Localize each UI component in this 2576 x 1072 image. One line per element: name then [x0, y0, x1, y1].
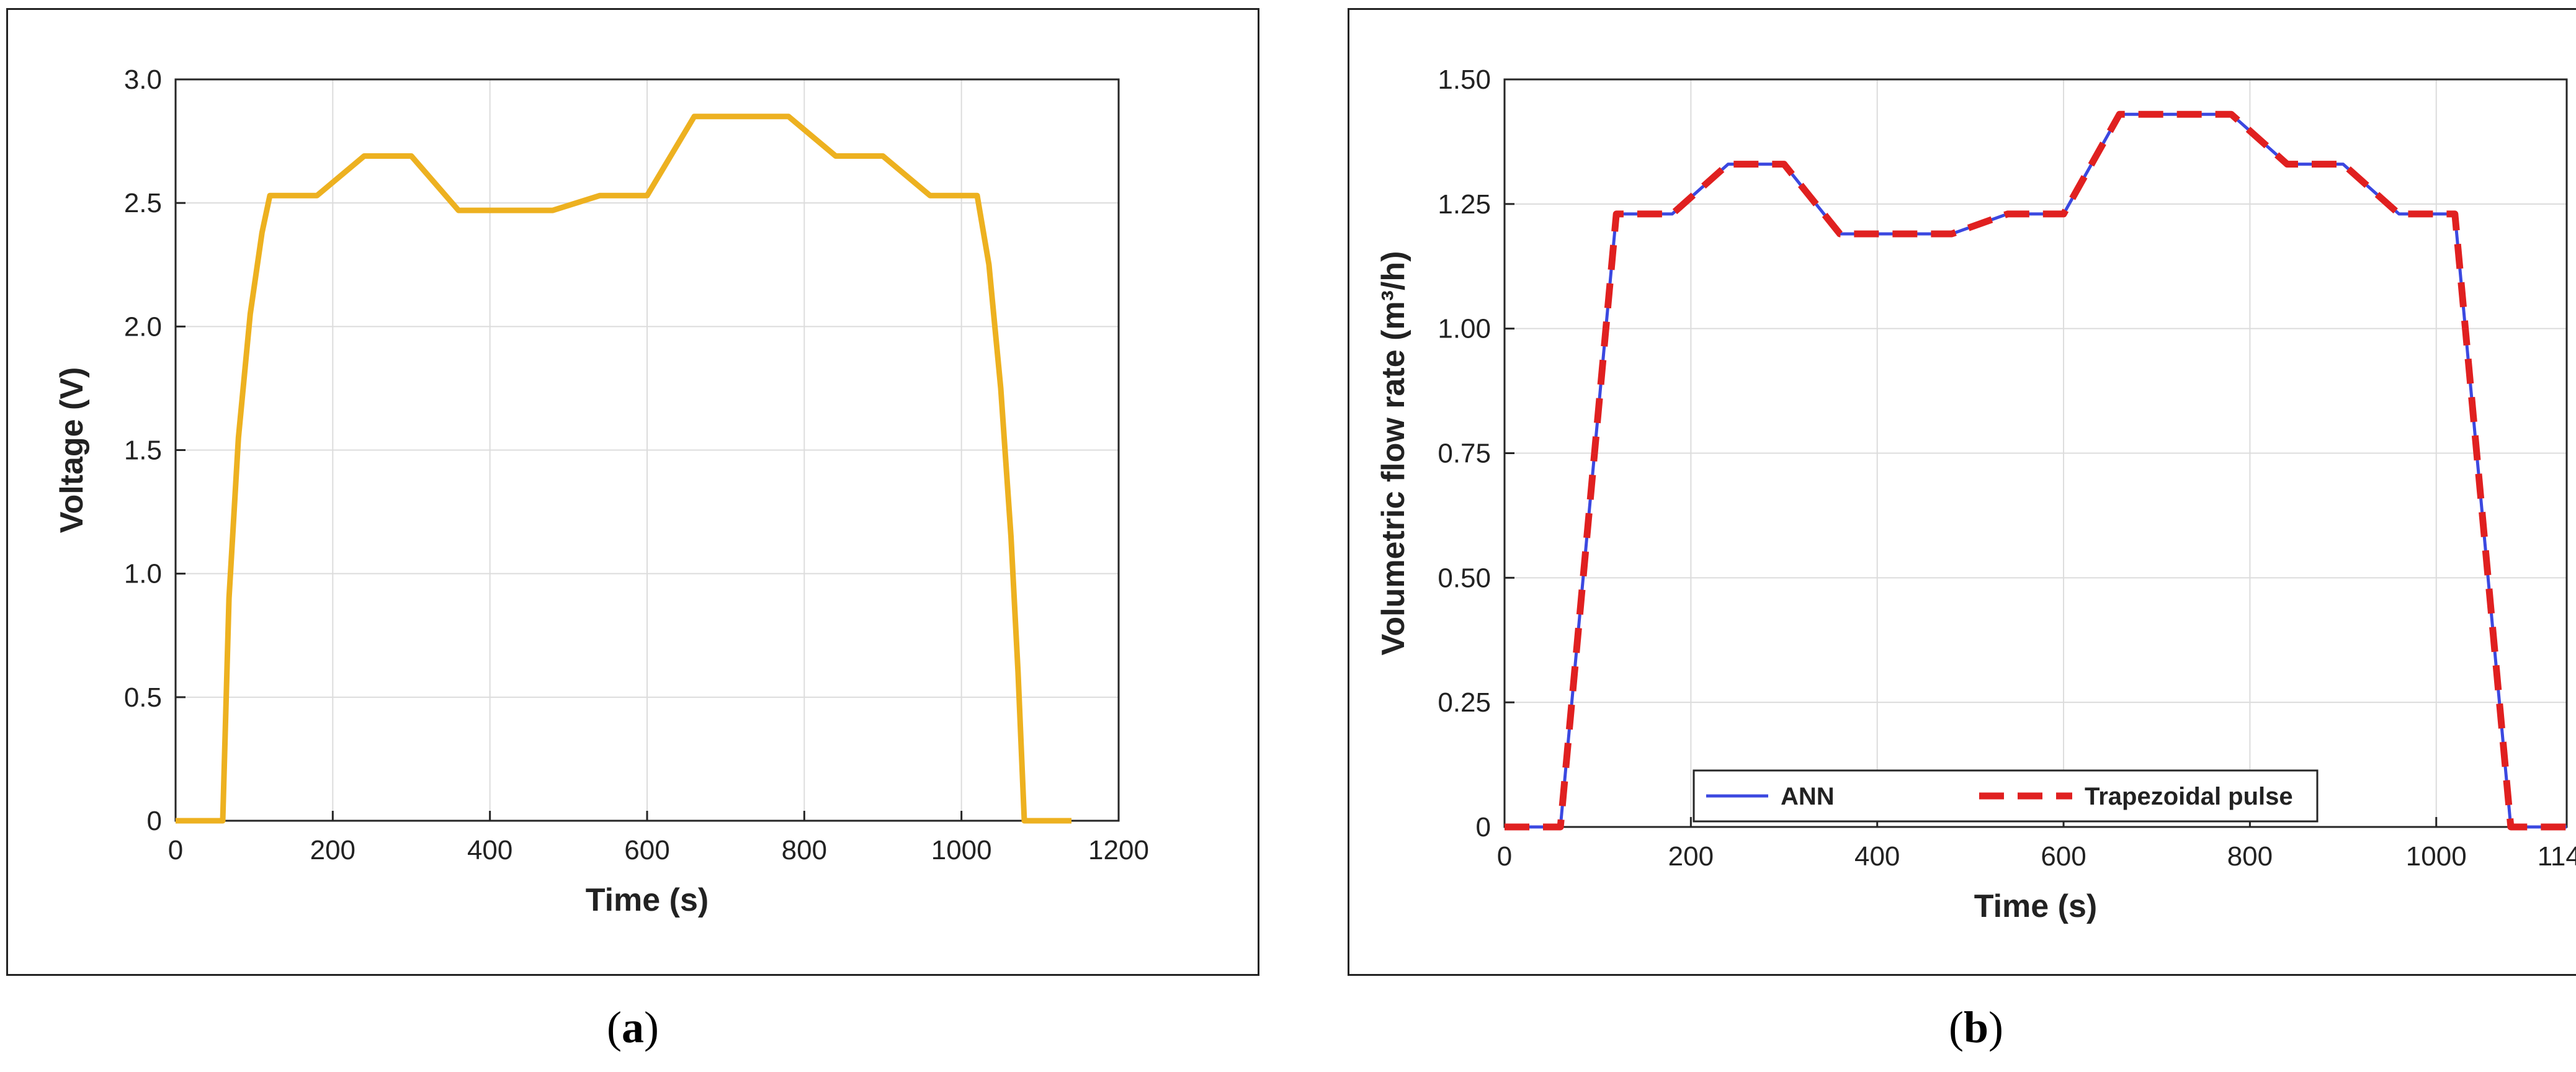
caption-b: (b) — [1948, 1003, 2003, 1052]
y-tick-label: 1.25 — [1438, 189, 1491, 220]
y-tick-label: 2.0 — [124, 311, 162, 342]
y-axis-label: Volumetric flow rate (m³/h) — [1375, 251, 1411, 656]
x-tick-label: 400 — [1854, 841, 1900, 872]
y-tick-label: 0.25 — [1438, 687, 1491, 718]
x-tick-label: 600 — [624, 835, 669, 865]
voltage-chart: 0 200 400 600 800 1000 1200 0 0.5 1.0 1.5 2.0 2.5 3.0… — [54, 65, 1149, 918]
series-line-ann — [1505, 112, 2567, 829]
y-tick-label: 1.50 — [1438, 65, 1491, 95]
chart-panel-a: 0 200 400 600 800 1000 1200 0 0.5 1.0 1.5 2.0 2.5 3.0… — [6, 8, 1259, 976]
x-tick-label: 0 — [1497, 841, 1512, 872]
series-line-voltage — [176, 114, 1071, 824]
x-tick-label: 200 — [310, 835, 356, 865]
x-tick-label: 0 — [168, 835, 183, 865]
caption-b-letter: b — [1963, 1003, 1989, 1052]
y-tick-label: 0.5 — [124, 682, 162, 713]
y-tick-label: 0.50 — [1438, 563, 1491, 593]
x-tick-label: 1000 — [2406, 841, 2467, 872]
x-tick-label: 400 — [467, 835, 512, 865]
x-axis-label: Time (s) — [586, 882, 709, 918]
legend-label-ann: ANN — [1781, 783, 1835, 810]
y-tick-label: 2.5 — [124, 188, 162, 218]
y-tick-label: 0 — [147, 806, 162, 836]
y-tick-label: 1.00 — [1438, 314, 1491, 344]
y-tick-label: 1.0 — [124, 559, 162, 589]
y-tick-label: 3.0 — [124, 65, 162, 95]
y-tick-label: 0.75 — [1438, 439, 1491, 469]
caption-a: (a) — [607, 1003, 659, 1052]
x-tick-label: 800 — [782, 835, 827, 865]
series-line-trapezoidal-pulse — [1505, 110, 2567, 831]
y-axis-label: Voltage (V) — [54, 367, 90, 534]
x-tick-label: 200 — [1668, 841, 1714, 872]
x-tick-label: 1000 — [931, 835, 992, 865]
x-tick-label: 1200 — [1088, 835, 1149, 865]
legend-label-trapezoidal: Trapezoidal pulse — [2085, 783, 2293, 810]
x-axis-label: Time (s) — [1974, 888, 2097, 924]
y-tick-label: 1.5 — [124, 436, 162, 466]
x-tick-label: 600 — [2041, 841, 2086, 872]
legend-box — [1693, 769, 2319, 823]
caption-a-letter: a — [622, 1003, 644, 1052]
y-tick-label: 0 — [1476, 812, 1491, 842]
x-tick-label: 800 — [2227, 841, 2273, 872]
